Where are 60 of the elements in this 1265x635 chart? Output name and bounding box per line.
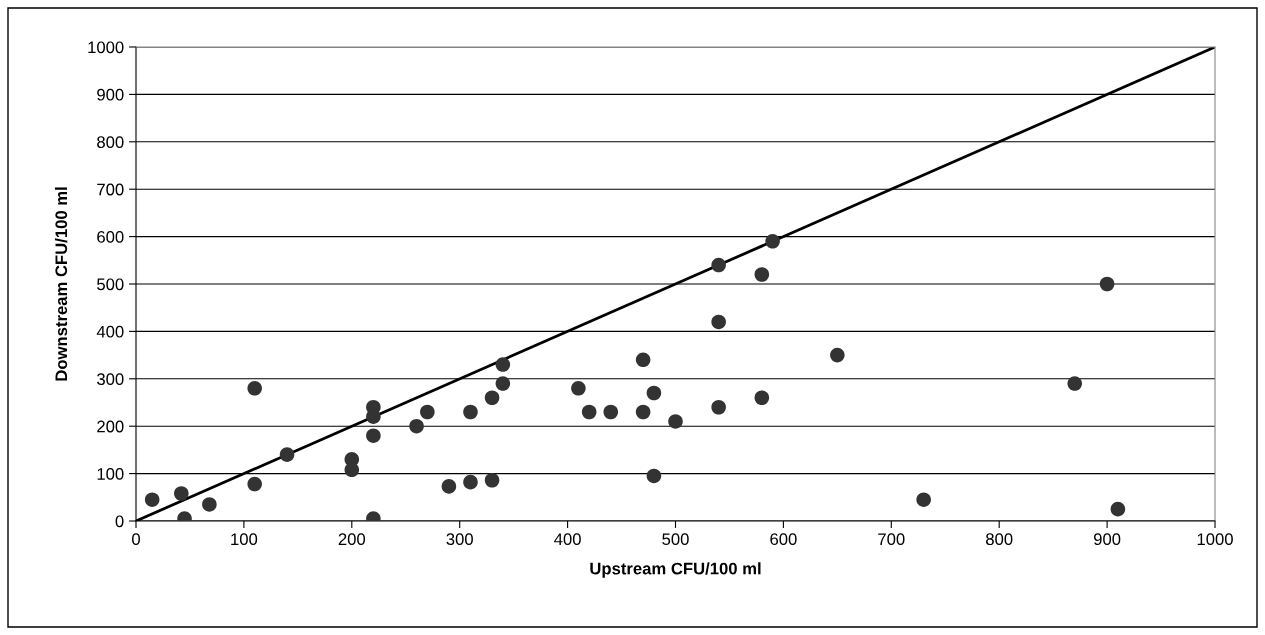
point (754, 267, 770, 282)
x-tick-label: 100 (231, 533, 258, 546)
x-tick-label: 600 (770, 533, 797, 546)
y-tick-label: 700 (97, 183, 124, 196)
y-tick-label: 800 (97, 136, 124, 148)
point (765, 234, 780, 249)
point (646, 385, 662, 401)
x-tick-label: 900 (1093, 533, 1121, 546)
point (916, 492, 931, 507)
y-axis-title: Downstream CFU/100 ml (54, 187, 68, 381)
point (463, 404, 478, 420)
point (409, 418, 424, 434)
x-axis-title: Upstream CFU/100 ml (590, 562, 761, 578)
point (202, 497, 217, 512)
point (484, 472, 500, 488)
point (581, 404, 597, 420)
y-tick-label: 900 (97, 88, 124, 101)
point (247, 381, 262, 396)
y-tick-label: 600 (97, 231, 124, 243)
y-tick-label: 300 (97, 373, 124, 385)
point (174, 486, 189, 501)
x-tick-label: 800 (986, 533, 1013, 546)
point (668, 414, 683, 429)
point (463, 474, 478, 490)
y-tick-label: 0 (115, 515, 124, 528)
x-tick-label: 1000 (1197, 533, 1233, 546)
x-tick-label: 500 (662, 533, 689, 546)
point (484, 390, 500, 406)
point (646, 468, 662, 484)
point (144, 492, 160, 507)
point (711, 399, 726, 415)
x-tick-label: 300 (446, 533, 473, 546)
point (441, 479, 457, 494)
point (495, 357, 511, 372)
y-tick-label: 400 (96, 325, 124, 338)
x-tick-label: 400 (554, 533, 581, 546)
point (711, 257, 726, 273)
point (1110, 501, 1126, 517)
point (603, 404, 619, 420)
point (830, 347, 845, 363)
x-tick-label: 700 (878, 533, 905, 546)
point (279, 447, 295, 462)
point (495, 376, 511, 391)
point (366, 428, 381, 443)
point (754, 390, 770, 406)
point (344, 462, 360, 478)
y-tick-label: 100 (97, 468, 124, 480)
y-tick-label: 200 (97, 420, 124, 433)
x-tick-label: 0 (132, 533, 140, 546)
point (711, 314, 726, 330)
point (635, 352, 651, 368)
x-tick-label: 200 (338, 533, 366, 546)
point (420, 404, 435, 420)
y-tick-label: 1000 (88, 41, 124, 54)
point (1099, 276, 1115, 292)
point (247, 476, 262, 492)
point (1067, 376, 1083, 391)
y-tick-label: 500 (97, 278, 124, 291)
point (571, 381, 586, 396)
point (635, 404, 651, 420)
